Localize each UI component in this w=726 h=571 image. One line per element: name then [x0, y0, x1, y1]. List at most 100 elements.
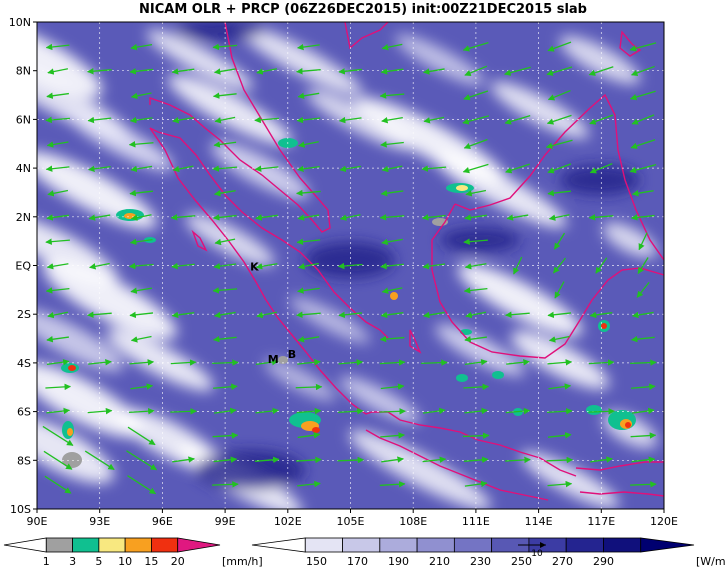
wind-arrow — [464, 263, 487, 270]
wind-arrow — [630, 139, 656, 149]
wind-arrow — [129, 238, 153, 246]
cloud-streak — [491, 81, 589, 139]
wind-arrow — [87, 311, 112, 318]
wind-arrow — [87, 67, 112, 75]
wind-arrow — [632, 407, 655, 415]
wind-arrow — [554, 281, 565, 299]
precip-cell — [456, 185, 468, 191]
wind-arrow — [128, 262, 154, 270]
cloud-streak — [559, 35, 641, 85]
wind-arrow — [546, 456, 574, 464]
wind-arrow — [338, 116, 362, 124]
wind-arrow — [84, 450, 115, 471]
wind-arrow — [463, 287, 488, 294]
wind-arrow — [89, 262, 110, 270]
wind-arrow — [380, 262, 404, 270]
wind-arrow — [45, 238, 70, 245]
wind-arrow — [130, 214, 152, 221]
precip-legend: 1 3 5 10 15 20 [mm/h] — [3, 537, 263, 568]
cloud-streak — [37, 151, 157, 229]
deep-convection-region — [195, 450, 305, 490]
wind-arrow — [631, 190, 654, 197]
wind-arrow — [171, 262, 195, 270]
wind-arrow — [43, 450, 73, 470]
cloud-streak — [106, 329, 214, 391]
wind-arrow — [505, 163, 530, 174]
cloud-streak — [37, 22, 103, 98]
olr-legend-swatch — [379, 537, 418, 553]
wind-arrow — [255, 214, 278, 221]
wind-arrow — [212, 432, 239, 439]
wind-arrow — [629, 42, 657, 52]
wind-arrow — [462, 432, 490, 439]
wind-arrow — [379, 214, 405, 221]
wind-arrow — [588, 66, 614, 76]
wind-arrow — [127, 426, 156, 446]
wind-arrow — [513, 256, 523, 275]
wind-arrow — [638, 232, 648, 251]
lat-label: 2N — [16, 211, 31, 224]
wind-arrow — [629, 163, 657, 174]
wind-arrow — [130, 383, 154, 390]
coastline-segment — [365, 429, 549, 501]
olr-legend-swatch — [453, 537, 493, 553]
lon-label: 93E — [89, 515, 110, 528]
wind-arrow — [548, 383, 572, 390]
cloud-streak — [306, 89, 414, 151]
wind-arrow — [45, 116, 70, 124]
wind-arrow — [171, 68, 195, 75]
olr-legend-swatch — [342, 537, 381, 553]
wind-arrow — [464, 407, 489, 415]
wind-arrow — [547, 359, 573, 366]
wind-arrow — [297, 359, 321, 366]
wind-arrow — [129, 116, 153, 124]
station-labels: K M B — [250, 260, 296, 366]
wind-arrow — [379, 92, 405, 99]
coastline-segment — [431, 203, 664, 359]
wind-reference-arrowhead — [540, 542, 546, 548]
wind-arrow — [546, 114, 572, 125]
wind-arrow — [295, 383, 323, 391]
precip-cell — [67, 428, 73, 436]
wind-arrow — [256, 68, 278, 75]
wind-arrow — [130, 165, 153, 173]
wind-arrow — [463, 238, 488, 245]
wind-arrow — [422, 262, 446, 270]
lat-label: 2S — [17, 308, 31, 321]
wind-arrow — [338, 68, 363, 75]
wind-arrow — [381, 165, 403, 173]
wind-arrow — [465, 189, 487, 197]
cloud-streak — [510, 330, 610, 390]
wind-arrow — [297, 336, 320, 343]
wind-arrow — [547, 480, 573, 488]
wind-arrow — [631, 456, 656, 463]
cloud-streak — [349, 430, 491, 509]
wind-arrow — [46, 92, 69, 99]
wind-arrow — [546, 407, 573, 415]
wind-arrow — [129, 189, 154, 197]
precip-legend-swatch — [98, 537, 126, 553]
precip-legend-swatch — [124, 537, 152, 553]
wind-arrow — [213, 68, 236, 75]
lon-label: 108E — [399, 515, 427, 528]
coastline-segment — [409, 329, 422, 354]
wind-arrow — [589, 311, 613, 319]
olr-legend-value: 230 — [470, 555, 491, 568]
wind-arrow — [87, 407, 113, 415]
wind-arrow — [588, 408, 615, 415]
lon-label: 105E — [337, 515, 365, 528]
wind-arrow — [297, 432, 321, 439]
wind-arrow — [631, 311, 654, 319]
precip-cell — [312, 427, 320, 433]
wind-arrow — [422, 311, 445, 319]
wind-arrow — [421, 214, 446, 221]
wind-arrow — [129, 311, 154, 319]
lat-label: 10N — [9, 16, 31, 29]
wind-arrow — [46, 214, 69, 221]
olr-legend-value: 210 — [429, 555, 450, 568]
olr-legend-value: 190 — [388, 555, 409, 568]
cloud-streak — [146, 29, 254, 91]
olr-legend-swatch — [251, 537, 306, 553]
wind-arrow — [297, 165, 320, 173]
